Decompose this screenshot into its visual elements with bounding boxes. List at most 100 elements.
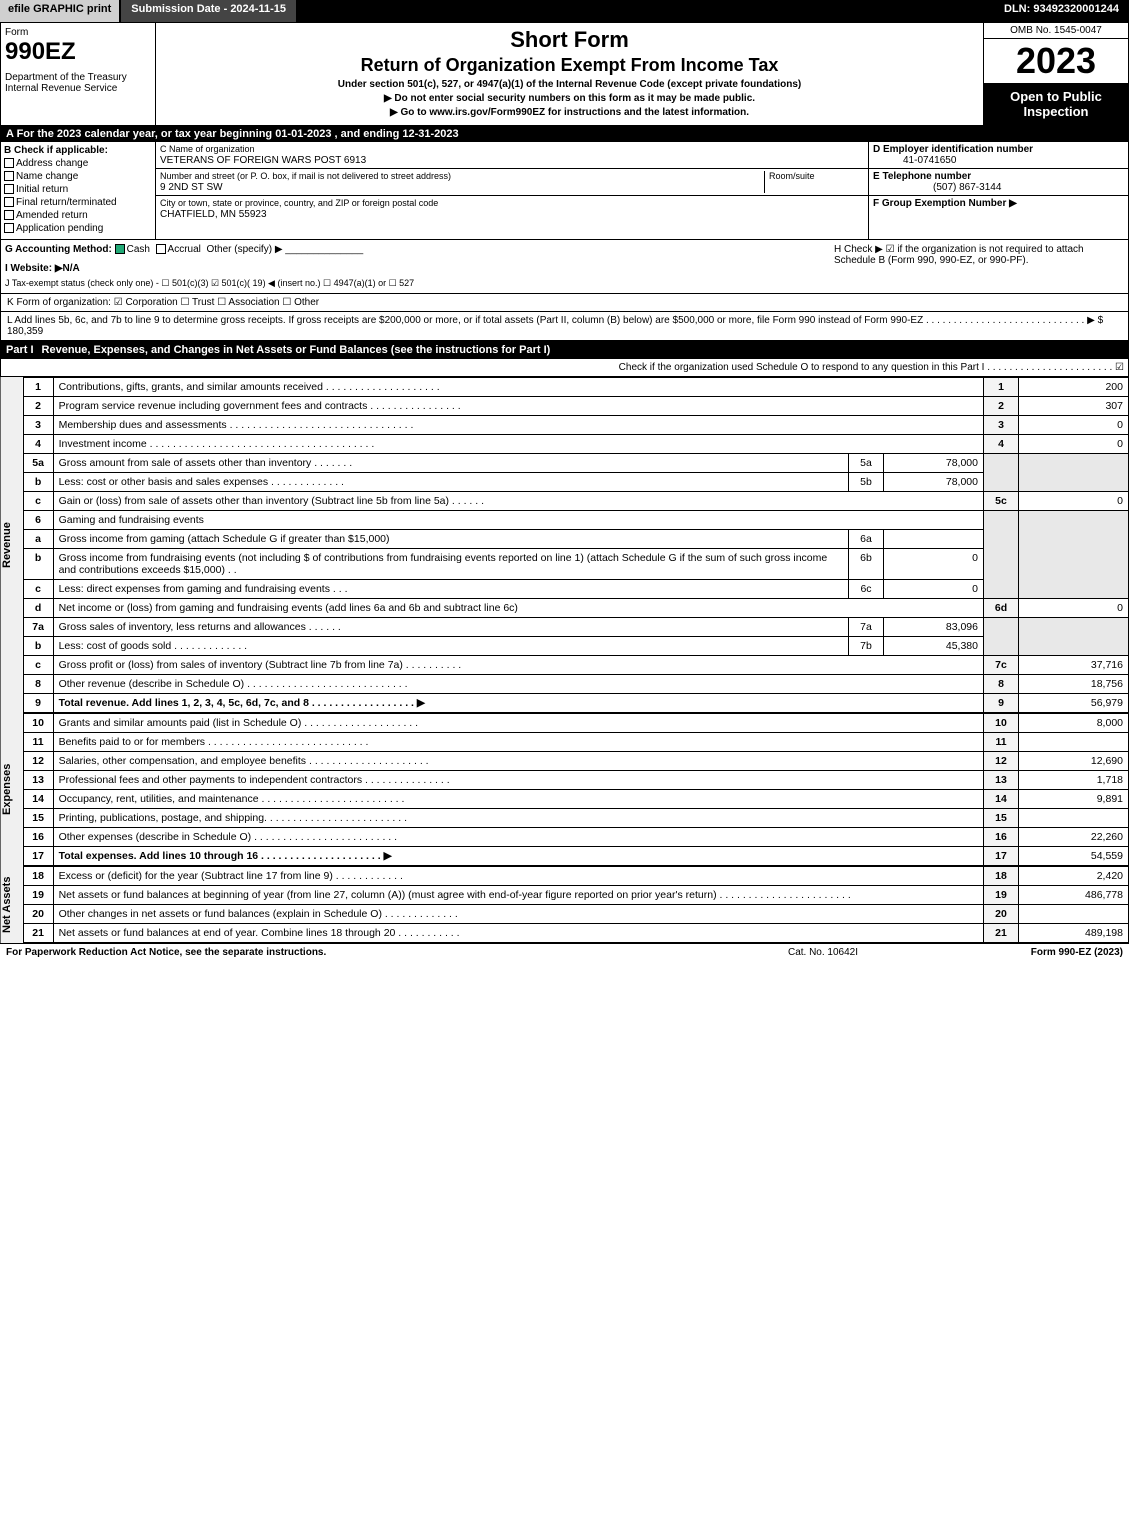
line-6c-subval: 0: [884, 580, 984, 599]
city-block: City or town, state or province, country…: [156, 196, 868, 222]
department-label: Department of the Treasury Internal Reve…: [5, 72, 151, 94]
cash-label: Cash: [127, 244, 150, 255]
street-block: Number and street (or P. O. box, if mail…: [156, 169, 868, 196]
check-label: Name change: [16, 171, 78, 182]
section-def: D Employer identification number 41-0741…: [868, 142, 1128, 239]
e-value: (507) 867-3144: [873, 182, 1001, 193]
e-phone: E Telephone number (507) 867-3144: [869, 169, 1128, 196]
name-label: C Name of organization: [160, 144, 255, 154]
check-label: Final return/terminated: [16, 197, 117, 208]
line-18-desc: Excess or (deficit) for the year (Subtra…: [53, 867, 983, 886]
line-7a-sub: 7a: [849, 618, 884, 637]
line-5a-desc: Gross amount from sale of assets other t…: [53, 454, 848, 473]
line-8-desc: Other revenue (describe in Schedule O) .…: [53, 675, 983, 694]
row-gh: G Accounting Method: Cash Accrual Other …: [0, 240, 1129, 294]
line-6b-desc: Gross income from fundraising events (no…: [53, 549, 848, 580]
line-21-val: 489,198: [1019, 924, 1129, 943]
line-7a-desc: Gross sales of inventory, less returns a…: [53, 618, 848, 637]
f-group: F Group Exemption Number ▶: [869, 196, 1128, 211]
line-2-desc: Program service revenue including govern…: [53, 397, 983, 416]
street-value: 9 2ND ST SW: [160, 182, 223, 193]
check-address-change[interactable]: Address change: [4, 158, 152, 169]
part1-title: Revenue, Expenses, and Changes in Net As…: [42, 344, 1123, 356]
line-2-val: 307: [1019, 397, 1129, 416]
line-17-val: 54,559: [1019, 847, 1129, 866]
line-7b-desc: Less: cost of goods sold . . . . . . . .…: [53, 637, 848, 656]
line-20-desc: Other changes in net assets or fund bala…: [53, 905, 983, 924]
line-11-val: [1019, 733, 1129, 752]
line-6a-subval: [884, 530, 984, 549]
line-7b-subval: 45,380: [884, 637, 984, 656]
check-initial-return[interactable]: Initial return: [4, 184, 152, 195]
i-website: I Website: ▶N/A: [5, 263, 824, 274]
page-footer: For Paperwork Reduction Act Notice, see …: [0, 943, 1129, 961]
line-6a-sub: 6a: [849, 530, 884, 549]
header-right: OMB No. 1545-0047 2023 Open to Public In…: [983, 23, 1128, 125]
org-name-block: C Name of organization VETERANS OF FOREI…: [156, 142, 868, 169]
cash-checkbox[interactable]: [115, 244, 125, 254]
line-20-val: [1019, 905, 1129, 924]
line-7b-sub: 7b: [849, 637, 884, 656]
expenses-section: Expenses 10Grants and similar amounts pa…: [0, 713, 1129, 866]
form-label: Form: [5, 27, 151, 38]
efile-print-button[interactable]: efile GRAPHIC print: [0, 0, 121, 22]
line-7c-desc: Gross profit or (loss) from sales of inv…: [53, 656, 983, 675]
subtitle-section: Under section 501(c), 527, or 4947(a)(1)…: [164, 79, 975, 90]
section-k: K Form of organization: ☑ Corporation ☐ …: [0, 294, 1129, 312]
expenses-table: 10Grants and similar amounts paid (list …: [23, 713, 1129, 866]
revenue-table: 1Contributions, gifts, grants, and simil…: [23, 377, 1129, 713]
header-center: Short Form Return of Organization Exempt…: [156, 23, 983, 125]
check-label: Address change: [16, 158, 88, 169]
footer-center: Cat. No. 10642I: [723, 947, 923, 958]
line-5c-desc: Gain or (loss) from sale of assets other…: [53, 492, 983, 511]
dln-label: DLN: 93492320001244: [994, 0, 1129, 22]
website-label: I Website: ▶N/A: [5, 263, 80, 274]
row-bcdef: B Check if applicable: Address change Na…: [0, 142, 1129, 240]
netassets-sidelabel: Net Assets: [1, 866, 23, 943]
check-amended-return[interactable]: Amended return: [4, 210, 152, 221]
line-5a-sub: 5a: [849, 454, 884, 473]
line-3-desc: Membership dues and assessments . . . . …: [53, 416, 983, 435]
city-value: CHATFIELD, MN 55923: [160, 209, 267, 220]
line-1-val: 200: [1019, 378, 1129, 397]
line-6c-desc: Less: direct expenses from gaming and fu…: [53, 580, 848, 599]
omb-number: OMB No. 1545-0047: [984, 23, 1128, 39]
line-9-desc: Total revenue. Add lines 1, 2, 3, 4, 5c,…: [53, 694, 983, 713]
goto-link[interactable]: ▶ Go to www.irs.gov/Form990EZ for instru…: [164, 107, 975, 118]
line-1-desc: Contributions, gifts, grants, and simila…: [53, 378, 983, 397]
expenses-sidelabel: Expenses: [1, 713, 23, 866]
check-final-return[interactable]: Final return/terminated: [4, 197, 152, 208]
check-name-change[interactable]: Name change: [4, 171, 152, 182]
revenue-section: Revenue 1Contributions, gifts, grants, a…: [0, 377, 1129, 713]
section-a: A For the 2023 calendar year, or tax yea…: [0, 126, 1129, 142]
short-form-title: Short Form: [164, 27, 975, 53]
form-number: 990EZ: [5, 38, 151, 66]
line-15-desc: Printing, publications, postage, and shi…: [53, 809, 983, 828]
part1-header: Part I Revenue, Expenses, and Changes in…: [0, 341, 1129, 359]
revenue-sidelabel: Revenue: [1, 377, 23, 713]
d-value: 41-0741650: [873, 155, 956, 166]
line-7c-val: 37,716: [1019, 656, 1129, 675]
l-text: L Add lines 5b, 6c, and 7b to line 9 to …: [7, 315, 1095, 326]
line-6b-subval: 0: [884, 549, 984, 580]
check-application-pending[interactable]: Application pending: [4, 223, 152, 234]
part1-check: Check if the organization used Schedule …: [0, 359, 1129, 377]
line-6d-val: 0: [1019, 599, 1129, 618]
line-7c-ln: 7c: [984, 656, 1019, 675]
line-17-desc: Total expenses. Add lines 10 through 16 …: [53, 847, 983, 866]
line-6d-desc: Net income or (loss) from gaming and fun…: [53, 599, 983, 618]
org-name: VETERANS OF FOREIGN WARS POST 6913: [160, 155, 366, 166]
b-label: B Check if applicable:: [4, 145, 152, 156]
other-label: Other (specify) ▶: [206, 244, 282, 255]
line-6c-sub: 6c: [849, 580, 884, 599]
line-18-val: 2,420: [1019, 867, 1129, 886]
line-4-val: 0: [1019, 435, 1129, 454]
line-6-desc: Gaming and fundraising events: [53, 511, 983, 530]
accrual-checkbox[interactable]: [156, 244, 166, 254]
tax-year: 2023: [984, 39, 1128, 83]
check-label: Application pending: [16, 223, 103, 234]
return-title: Return of Organization Exempt From Incom…: [164, 55, 975, 76]
header-left: Form 990EZ Department of the Treasury In…: [1, 23, 156, 125]
check-label: Amended return: [16, 210, 88, 221]
line-9-val: 56,979: [1019, 694, 1129, 713]
